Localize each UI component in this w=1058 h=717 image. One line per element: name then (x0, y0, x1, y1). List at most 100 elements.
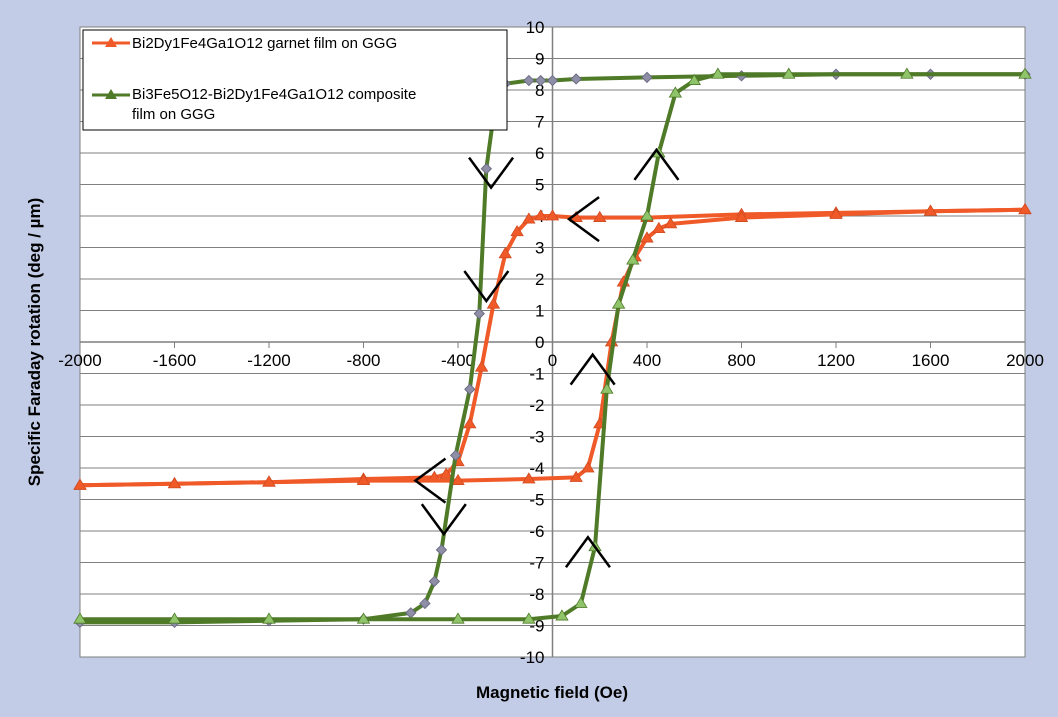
direction-arrow (420, 503, 467, 537)
data-point (480, 163, 493, 175)
data-point (641, 71, 653, 84)
series-1 (73, 67, 1032, 629)
data-point (581, 461, 595, 473)
data-point (1018, 202, 1032, 215)
data-point (522, 472, 536, 484)
direction-arrow (463, 270, 510, 304)
data-point (464, 383, 476, 395)
x-tick-label: -1600 (153, 351, 196, 370)
y-tick-label: 3 (535, 239, 544, 258)
y-tick-label: -5 (529, 491, 544, 510)
data-point (545, 209, 560, 221)
x-tick-label: -1200 (247, 351, 290, 370)
y-axis-title: Specific Faraday rotation (deg / µm) (25, 198, 44, 486)
x-tick-label: -2000 (58, 351, 101, 370)
data-point (262, 475, 276, 487)
data-point (1018, 67, 1032, 79)
data-point (711, 67, 725, 79)
data-point (593, 210, 607, 222)
y-tick-label: -7 (529, 554, 544, 573)
data-point (640, 231, 654, 243)
data-point (473, 307, 485, 320)
data-point (73, 478, 87, 490)
data-point (640, 209, 654, 221)
data-point (474, 360, 489, 372)
y-tick-label: 0 (535, 333, 544, 352)
legend-label-garnet: Bi2Dy1Fe4Ga1O12 garnet film on GGG (132, 35, 397, 52)
data-point (570, 73, 582, 85)
y-tick-label: 9 (535, 50, 544, 69)
y-tick-label: 6 (535, 144, 544, 163)
data-point (574, 596, 588, 608)
y-tick-label: 5 (535, 176, 544, 195)
data-point (611, 297, 626, 309)
legend-label-composite-line2: film on GGG (132, 106, 215, 123)
data-point (534, 74, 547, 87)
data-point (356, 473, 371, 486)
data-point (734, 210, 749, 222)
data-point (510, 224, 524, 237)
data-point (498, 247, 512, 259)
data-point (262, 612, 276, 624)
data-point (652, 221, 666, 234)
data-series (73, 67, 1032, 629)
data-point (486, 297, 501, 309)
x-tick-label: -800 (346, 351, 380, 370)
x-tick-label: 0 (548, 351, 557, 370)
x-tick-label: 1600 (912, 351, 950, 370)
data-point (782, 67, 796, 79)
data-point (923, 204, 938, 216)
data-point (449, 449, 462, 462)
data-point (167, 476, 182, 489)
legend: Bi2Dy1Fe4Ga1O12 garnet film on GGG Bi3Fe… (82, 29, 508, 131)
data-point (687, 73, 701, 85)
y-tick-label: -3 (529, 428, 544, 447)
data-point (900, 67, 914, 79)
y-tick-label: -1 (529, 365, 544, 384)
data-point (555, 609, 569, 621)
data-point (435, 544, 448, 556)
series-0 (73, 202, 1032, 490)
x-tick-label: 1200 (817, 351, 855, 370)
x-tick-label: -400 (441, 351, 475, 370)
data-point (829, 207, 843, 219)
data-point (663, 217, 678, 229)
y-tick-label: 8 (535, 81, 544, 100)
data-point (73, 612, 87, 624)
x-axis-title: Magnetic field (Oe) (476, 683, 628, 702)
data-point (668, 86, 683, 98)
y-tick-label: 10 (526, 18, 545, 37)
legend-label-composite: Bi3Fe5O12-Bi2Dy1Fe4Ga1O12 composite film… (132, 86, 420, 123)
data-point (533, 209, 548, 221)
x-tick-label: 2000 (1006, 351, 1044, 370)
y-tick-label: 2 (535, 270, 544, 289)
data-point (428, 575, 441, 588)
y-tick-label: -4 (529, 459, 544, 478)
data-point (600, 382, 614, 394)
data-point (523, 74, 535, 87)
x-tick-label: 800 (727, 351, 755, 370)
direction-arrow (564, 535, 611, 569)
x-tick-label: 400 (633, 351, 661, 370)
data-point (546, 74, 559, 87)
y-tick-label: 7 (535, 113, 544, 132)
data-point (522, 212, 536, 224)
direction-arrow (569, 352, 616, 386)
legend-box (82, 29, 508, 131)
y-tick-label: -6 (529, 522, 544, 541)
data-point (167, 612, 182, 624)
y-tick-label: -2 (529, 396, 544, 415)
data-point (522, 612, 536, 624)
y-tick-label: -8 (529, 585, 544, 604)
tick-labels: -2000 -1600 -1200 -800 -400 0 400 800 1200 1600 20… (58, 18, 1044, 667)
data-point (569, 470, 583, 482)
legend-marker-garnet (105, 37, 117, 47)
direction-arrow (413, 457, 447, 504)
y-tick-label: 1 (535, 302, 544, 321)
direction-arrow (566, 196, 600, 243)
axes (79, 26, 1026, 658)
data-point (626, 253, 640, 265)
data-point (451, 612, 465, 624)
direction-arrow (633, 147, 680, 181)
